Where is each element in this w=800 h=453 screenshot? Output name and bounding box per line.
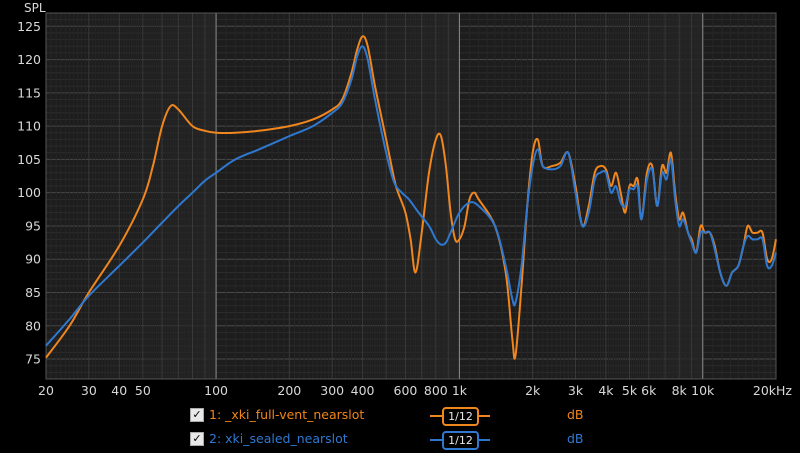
x-tick-label: 8k [672,383,688,398]
smoothing-label-1: 1/12 [442,407,479,426]
smoothing-label-2: 1/12 [442,431,479,450]
legend-row-2[interactable]: ✓ 2: xki_sealed_nearslot 1/12 dB [0,429,800,450]
x-tick-label: 100 [204,383,228,398]
x-tick-label: 600 [394,383,418,398]
x-tick-label: 2k [525,383,541,398]
y-tick-label: 90 [25,252,41,267]
legend-row-1[interactable]: ✓ 1: _xki_full-vent_nearslot 1/12 dB [0,405,800,426]
x-tick-label: 20 [38,383,54,398]
y-axis-ticks: 75 80 85 90 95 100 105 110 115 120 125 [17,19,41,367]
y-tick-label: 75 [25,352,41,367]
unit-2: dB [567,431,584,446]
legend: ✓ 1: _xki_full-vent_nearslot 1/12 dB ✓ 2… [0,400,800,453]
x-tick-label: 5k [622,383,638,398]
y-tick-label: 105 [17,152,41,167]
y-tick-label: 125 [17,19,41,34]
grid [45,12,777,380]
x-tick-label: 800 [424,383,448,398]
y-tick-label: 85 [25,285,41,300]
x-axis-ticks: 20 30 40 50 100 200 300 400 600 800 1k 2k 3k 4k 5k 6k 8k… [38,383,792,398]
frequency-response-plot[interactable]: 75 80 85 90 95 100 105 110 115 120 125 20 30 40 50 100… [0,0,800,400]
x-tick-label: 40 [111,383,127,398]
x-tick-label: 1k [452,383,468,398]
plot-border [45,12,777,380]
series-line-2 [45,45,777,347]
x-tick-label: 3k [568,383,584,398]
series-2-name: 2: xki_sealed_nearslot [209,431,348,446]
y-tick-label: 110 [17,119,41,134]
y-tick-label: 80 [25,318,41,333]
smoothing-control-2[interactable]: 1/12 [430,431,490,450]
checkbox-icon[interactable]: ✓ [190,408,204,422]
y-axis-title: SPL [24,1,46,15]
x-tick-label: 4k [598,383,614,398]
x-tick-label: 50 [135,383,151,398]
series-1-name: 1: _xki_full-vent_nearslot [209,407,365,422]
unit-1: dB [567,407,584,422]
y-tick-label: 95 [25,218,41,233]
y-tick-label: 115 [17,85,41,100]
x-tick-label: 200 [277,383,301,398]
x-tick-label: 400 [351,383,375,398]
y-tick-label: 120 [17,52,41,67]
x-tick-label: 20kHz [753,383,793,398]
x-tick-label: 300 [320,383,344,398]
x-tick-label: 30 [81,383,97,398]
checkbox-icon[interactable]: ✓ [190,432,204,446]
x-tick-label: 6k [641,383,657,398]
smoothing-control-1[interactable]: 1/12 [430,407,490,426]
y-tick-label: 100 [17,185,41,200]
x-tick-label: 10k [691,383,715,398]
curves [45,35,777,360]
